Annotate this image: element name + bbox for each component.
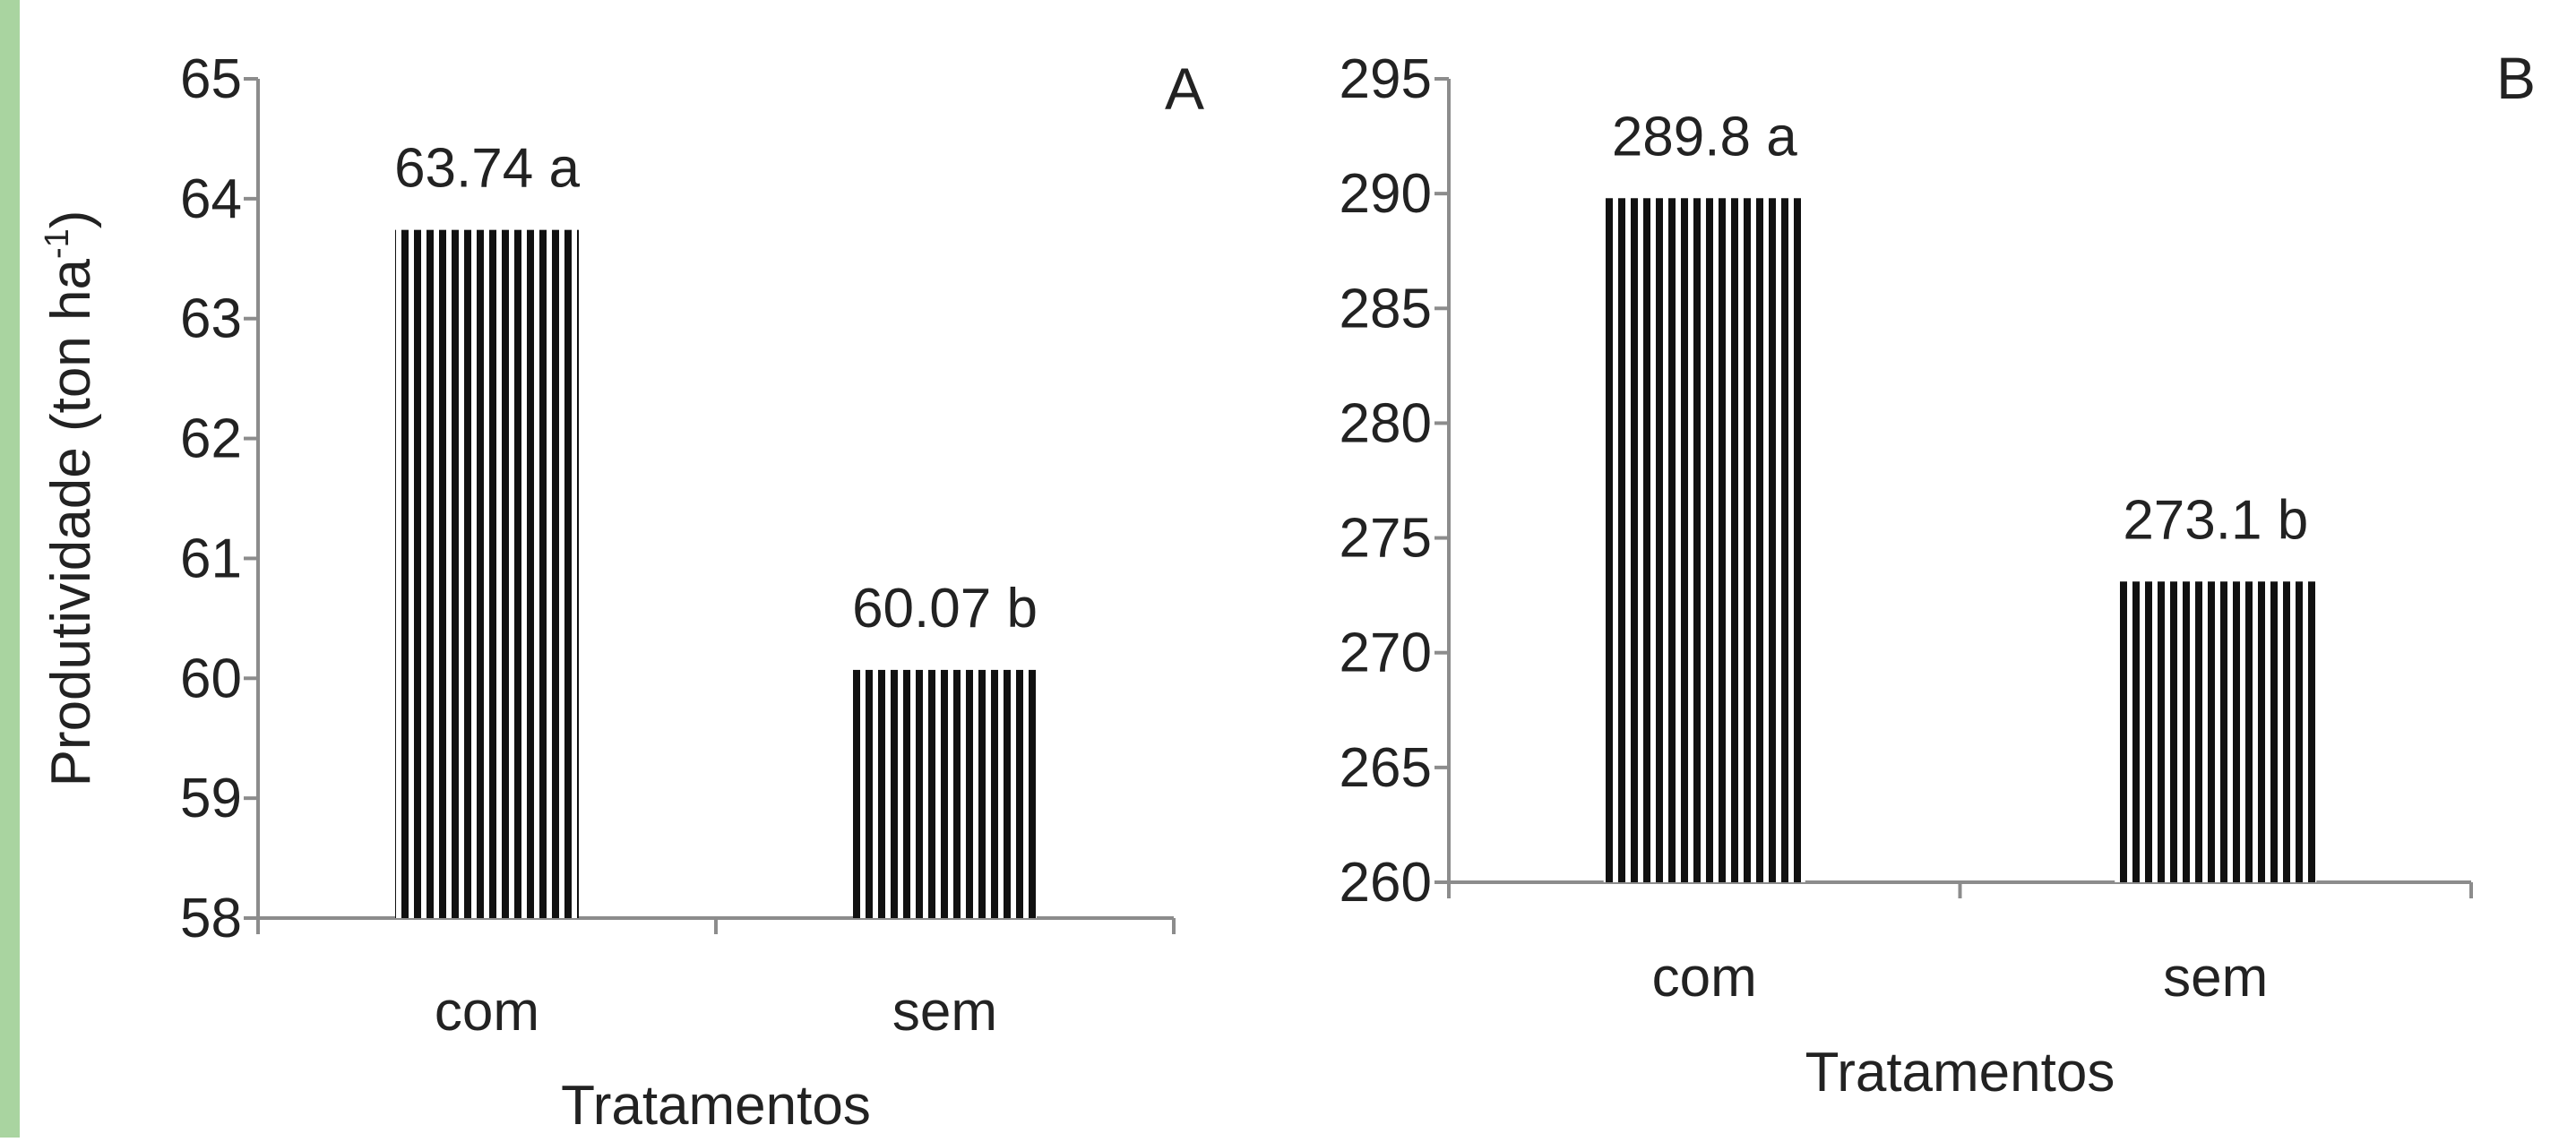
y-tick-label: 295 xyxy=(1340,48,1432,110)
x-tick-label-com: com xyxy=(1652,947,1757,1009)
y-axis-title-main: Produtividade (ton ha xyxy=(40,259,102,787)
data-label-sem: 273.1 b xyxy=(2123,489,2308,551)
x-axis-title: Tratamentos xyxy=(1805,1042,2115,1103)
y-tick-label: 61 xyxy=(180,528,242,589)
chart-panel-b: 260 265 270 275 280 285 290 295 289.8 a com 273.1 … xyxy=(1340,45,2536,1103)
y-tick-label: 59 xyxy=(180,768,242,829)
bar-sem xyxy=(2115,581,2317,882)
y-tick-label: 280 xyxy=(1340,392,1432,454)
left-border-strip xyxy=(0,0,20,1138)
y-tick-label: 62 xyxy=(180,408,242,470)
y-tick-label: 290 xyxy=(1340,163,1432,225)
y-tick-label: 63 xyxy=(180,288,242,350)
y-tick-label: 58 xyxy=(180,888,242,949)
x-tick-label-sem: sem xyxy=(892,981,997,1043)
panel-letter: A xyxy=(1165,56,1204,122)
y-tick-label: 260 xyxy=(1340,852,1432,914)
x-tick-label-com: com xyxy=(435,981,539,1043)
bar-sem xyxy=(853,669,1037,918)
y-tick-label: 285 xyxy=(1340,278,1432,339)
y-tick-label: 64 xyxy=(180,168,242,230)
panel-letter: B xyxy=(2496,45,2536,111)
y-tick-label: 265 xyxy=(1340,737,1432,799)
y-axis-title-superscript: -1 xyxy=(39,228,76,259)
y-tick-label: 65 xyxy=(180,48,242,110)
bar-com xyxy=(1603,198,1805,883)
chart-panel-a: 58 59 60 61 62 63 64 65 63.74 a com 60.07 b sem Trat… xyxy=(39,48,1204,1137)
x-tick-label-sem: sem xyxy=(2163,947,2268,1009)
y-tick-label: 275 xyxy=(1340,508,1432,570)
data-label-com: 289.8 a xyxy=(1612,106,1797,167)
y-axis-title: Produtividade (ton ha-1) xyxy=(39,210,102,787)
y-tick-label: 270 xyxy=(1340,623,1432,684)
data-label-sem: 60.07 b xyxy=(852,578,1038,640)
data-label-com: 63.74 a xyxy=(394,138,580,200)
y-tick-label: 60 xyxy=(180,648,242,709)
bar-com xyxy=(395,229,579,918)
y-axis-title-close: ) xyxy=(40,210,102,229)
x-axis-title: Tratamentos xyxy=(561,1075,871,1137)
